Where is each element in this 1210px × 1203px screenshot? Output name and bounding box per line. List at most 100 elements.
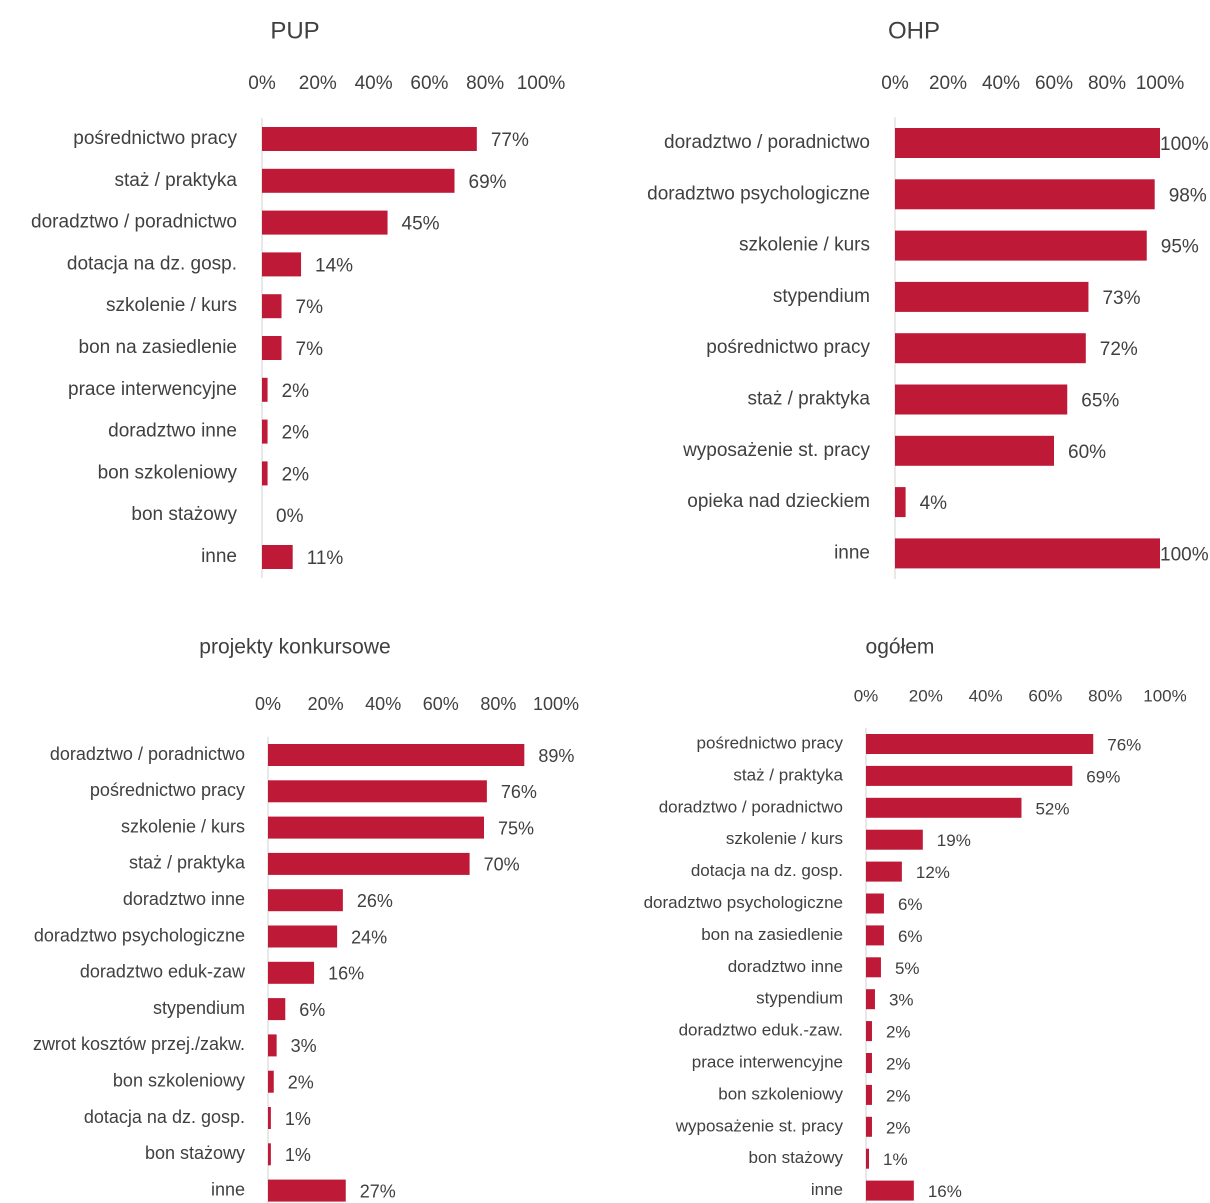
value-label: 14% xyxy=(315,255,353,276)
bar xyxy=(268,852,470,875)
category-label: bon stażowy xyxy=(131,504,237,525)
value-label: 7% xyxy=(296,339,324,360)
value-label: 6% xyxy=(299,1000,325,1020)
value-label: 77% xyxy=(491,130,529,151)
value-label: 1% xyxy=(285,1109,311,1129)
value-label: 0% xyxy=(276,506,304,527)
x-tick-label: 60% xyxy=(1035,73,1073,94)
value-label: 16% xyxy=(928,1182,962,1201)
category-label: doradztwo psychologiczne xyxy=(644,893,843,912)
value-label: 69% xyxy=(1086,767,1120,786)
category-label: doradztwo / poradnictwo xyxy=(659,797,843,816)
x-tick-label: 100% xyxy=(1143,686,1186,705)
bar xyxy=(268,780,487,803)
category-label: bon szkoleniowy xyxy=(718,1084,843,1103)
category-label: wyposażenie st. pracy xyxy=(675,1116,844,1135)
value-label: 45% xyxy=(402,214,440,235)
bar xyxy=(268,1034,277,1057)
category-label: szkolenie / kurs xyxy=(121,816,245,836)
bar xyxy=(262,294,282,319)
value-label: 76% xyxy=(1107,735,1141,754)
category-label: doradztwo eduk.-zaw. xyxy=(679,1021,843,1040)
value-label: 100% xyxy=(1160,544,1209,565)
bar xyxy=(268,816,484,839)
value-label: 2% xyxy=(886,1118,911,1137)
x-tick-label: 80% xyxy=(480,694,516,714)
category-label: opieka nad dzieckiem xyxy=(687,491,870,512)
value-label: 24% xyxy=(351,927,387,947)
x-tick-label: 20% xyxy=(909,686,943,705)
value-label: 2% xyxy=(886,1023,911,1042)
chart-title: ogółem xyxy=(866,636,935,659)
bar xyxy=(268,889,343,912)
value-label: 2% xyxy=(886,1086,911,1105)
bar xyxy=(895,487,906,518)
category-label: bon na zasiedlenie xyxy=(79,337,237,358)
category-label: doradztwo psychologiczne xyxy=(647,183,870,204)
bar xyxy=(268,744,525,766)
value-label: 16% xyxy=(328,964,364,984)
category-label: staż / praktyka xyxy=(733,765,843,784)
category-label: inne xyxy=(811,1180,843,1199)
bar xyxy=(866,829,923,850)
bar xyxy=(866,1021,872,1042)
value-label: 6% xyxy=(898,927,923,946)
value-label: 5% xyxy=(895,959,920,978)
bar xyxy=(268,961,315,984)
x-tick-label: 0% xyxy=(854,686,879,705)
bar xyxy=(262,127,477,151)
x-tick-label: 100% xyxy=(1136,73,1185,94)
value-label: 2% xyxy=(288,1072,314,1092)
bar xyxy=(262,419,268,444)
value-label: 95% xyxy=(1161,237,1199,258)
value-label: 72% xyxy=(1100,339,1138,360)
value-label: 3% xyxy=(291,1036,317,1056)
value-label: 89% xyxy=(538,746,574,766)
value-label: 100% xyxy=(1160,134,1209,155)
category-label: doradztwo inne xyxy=(728,957,843,976)
x-tick-label: 0% xyxy=(255,694,281,714)
category-label: pośrednictwo pracy xyxy=(90,780,245,800)
category-label: szkolenie / kurs xyxy=(726,829,843,848)
bar xyxy=(262,336,282,360)
value-label: 26% xyxy=(357,891,393,911)
bar xyxy=(866,1148,869,1169)
bar xyxy=(262,377,268,402)
value-label: 3% xyxy=(889,991,914,1010)
value-label: 11% xyxy=(307,548,344,569)
value-label: 70% xyxy=(484,855,520,875)
value-label: 1% xyxy=(883,1150,908,1169)
category-label: stypendium xyxy=(773,286,870,307)
category-label: inne xyxy=(201,546,237,567)
value-label: 2% xyxy=(886,1054,911,1073)
category-label: inne xyxy=(211,1179,245,1199)
bar xyxy=(866,989,875,1010)
bar xyxy=(866,1053,872,1073)
category-label: wyposażenie st. pracy xyxy=(682,440,870,461)
category-label: staż / praktyka xyxy=(748,389,871,410)
category-label: dotacja na dz. gosp. xyxy=(67,253,237,274)
x-tick-label: 100% xyxy=(533,694,579,714)
value-label: 69% xyxy=(469,172,507,193)
bar xyxy=(866,1116,872,1137)
bar xyxy=(866,797,1022,818)
bar xyxy=(895,538,1160,569)
value-label: 4% xyxy=(920,493,948,514)
value-label: 2% xyxy=(282,464,310,485)
category-label: bon na zasiedlenie xyxy=(701,925,843,944)
x-tick-label: 0% xyxy=(881,73,909,94)
x-tick-label: 20% xyxy=(308,694,344,714)
bar xyxy=(268,925,338,948)
category-label: dotacja na dz. gosp. xyxy=(691,861,843,880)
bar xyxy=(866,957,881,978)
x-tick-label: 60% xyxy=(410,73,448,94)
bar xyxy=(895,179,1155,210)
bar xyxy=(262,545,293,569)
category-label: szkolenie / kurs xyxy=(106,295,237,316)
bar xyxy=(268,1143,271,1166)
category-label: bon szkoleniowy xyxy=(98,462,238,483)
x-tick-label: 20% xyxy=(929,73,967,94)
bar xyxy=(268,998,286,1021)
bar xyxy=(866,1180,914,1201)
